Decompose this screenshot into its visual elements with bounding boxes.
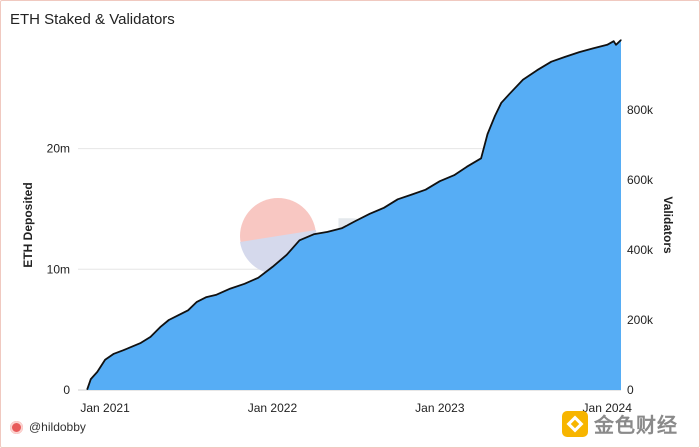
- brand-text: 金色财经: [594, 415, 678, 437]
- data-point: [131, 346, 133, 348]
- y2-tick-label: 400k: [627, 243, 654, 257]
- data-point: [620, 39, 622, 41]
- data-point: [494, 115, 496, 117]
- data-point: [326, 231, 329, 233]
- y-tick-label: 0: [63, 383, 70, 397]
- y2-tick-label: 200k: [627, 313, 654, 327]
- area-layer: [86, 39, 622, 390]
- chart-title: ETH Staked & Validators: [10, 11, 175, 28]
- avatar-icon: [10, 420, 23, 434]
- y-axis-title: ETH Deposited: [21, 182, 35, 267]
- data-point: [508, 93, 510, 95]
- data-point: [613, 40, 615, 42]
- brand-logo-icon: [562, 410, 588, 437]
- data-point: [196, 301, 198, 303]
- ticks-layer: 0 10m 20m 0 200k 400k 600k 800k Jan 2021 Jan 2022…: [47, 103, 654, 415]
- brand-watermark: 金色财经: [562, 409, 678, 438]
- y2-axis-title: Validators: [661, 196, 675, 254]
- data-point: [177, 314, 179, 316]
- data-point: [313, 233, 315, 235]
- data-point: [536, 69, 538, 71]
- author-credit[interactable]: @hildobby: [10, 420, 86, 434]
- data-point: [480, 157, 482, 159]
- data-point: [564, 56, 566, 58]
- data-point: [453, 174, 455, 176]
- eth-deposited-area: [87, 40, 621, 390]
- data-point: [104, 359, 106, 361]
- data-point: [271, 266, 274, 268]
- data-point: [354, 220, 357, 222]
- data-point: [383, 207, 385, 209]
- data-point: [615, 44, 617, 46]
- data-point: [341, 227, 343, 229]
- data-point: [500, 102, 502, 104]
- y2-tick-label: 800k: [627, 103, 654, 117]
- data-point: [411, 193, 413, 196]
- data-point: [149, 336, 152, 338]
- data-point: [578, 51, 580, 53]
- data-point: [369, 213, 371, 215]
- data-point: [229, 288, 231, 290]
- y-tick-label: 10m: [47, 262, 70, 276]
- data-point: [439, 180, 441, 182]
- data-point: [257, 277, 259, 279]
- data-point: [113, 353, 115, 355]
- x-tick-label: Jan 2024: [583, 401, 633, 415]
- x-tick-label: Jan 2023: [415, 401, 465, 415]
- data-point: [205, 296, 207, 298]
- data-point: [187, 309, 189, 311]
- data-point: [425, 189, 427, 191]
- data-point: [140, 342, 142, 344]
- data-point: [286, 254, 288, 256]
- y2-tick-label: 600k: [627, 173, 654, 187]
- data-point: [122, 349, 124, 351]
- x-tick-label: Jan 2021: [80, 401, 130, 415]
- data-point: [215, 294, 218, 296]
- y-tick-label: 20m: [47, 142, 70, 156]
- data-point: [243, 283, 246, 285]
- x-tick-label: Jan 2022: [248, 401, 298, 415]
- author-handle: @hildobby: [29, 420, 86, 434]
- data-point: [466, 166, 468, 168]
- data-point: [86, 388, 88, 390]
- data-point: [397, 198, 399, 200]
- data-point: [592, 47, 594, 50]
- data-point: [168, 319, 170, 321]
- data-point: [96, 371, 98, 373]
- data-point: [606, 44, 608, 46]
- data-point: [298, 239, 301, 241]
- data-point: [522, 79, 524, 81]
- data-point: [550, 61, 552, 63]
- data-point: [90, 378, 92, 380]
- data-point: [486, 133, 489, 135]
- y2-tick-label: 0: [627, 383, 634, 397]
- data-point: [159, 326, 161, 328]
